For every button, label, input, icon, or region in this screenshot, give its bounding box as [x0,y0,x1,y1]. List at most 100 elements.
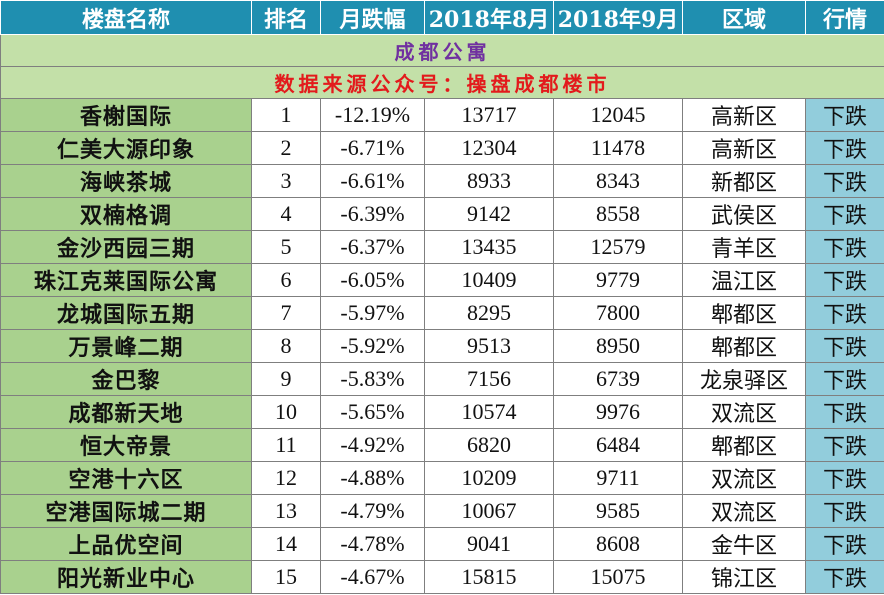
table-row: 上品优空间 14 -4.78% 9041 8608 金牛区 下跌 [0,527,884,561]
cell-sep-price: 8950 [553,329,683,363]
cell-aug-price: 9513 [424,329,554,363]
cell-name: 龙城国际五期 [0,296,252,330]
table-row: 仁美大源印象 2 -6.71% 12304 11478 高新区 下跌 [0,131,884,165]
cell-rank: 6 [251,263,321,297]
cell-rank: 11 [251,428,321,462]
source-row: 数据来源公众号：操盘成都楼市 [0,66,884,99]
table-row: 万景峰二期 8 -5.92% 9513 8950 郫都区 下跌 [0,329,884,363]
cell-name: 万景峰二期 [0,329,252,363]
cell-trend: 下跌 [805,230,884,264]
cell-sep-price: 8608 [553,527,683,561]
header-district: 区域 [682,0,806,35]
cell-district: 武侯区 [682,197,806,231]
cell-name: 海峡茶城 [0,164,252,198]
header-sep: 2018年9月 [553,0,683,35]
cell-sep-price: 12045 [553,98,683,132]
cell-district: 郫都区 [682,428,806,462]
cell-name: 成都新天地 [0,395,252,429]
cell-rank: 7 [251,296,321,330]
cell-rank: 13 [251,494,321,528]
data-source: 数据来源公众号：操盘成都楼市 [0,66,884,99]
cell-aug-price: 13717 [424,98,554,132]
cell-change: -6.71% [320,131,425,165]
cell-sep-price: 9976 [553,395,683,429]
table-row: 空港国际城二期 13 -4.79% 10067 9585 双流区 下跌 [0,494,884,528]
cell-aug-price: 7156 [424,362,554,396]
cell-change: -5.65% [320,395,425,429]
cell-name: 恒大帝景 [0,428,252,462]
header-trend: 行情 [805,0,884,35]
cell-rank: 12 [251,461,321,495]
cell-aug-price: 12304 [424,131,554,165]
cell-district: 双流区 [682,494,806,528]
cell-rank: 10 [251,395,321,429]
table-row: 双楠格调 4 -6.39% 9142 8558 武侯区 下跌 [0,197,884,231]
cell-name: 仁美大源印象 [0,131,252,165]
table-row: 阳光新业中心 15 -4.67% 15815 15075 锦江区 下跌 [0,560,884,594]
cell-change: -5.92% [320,329,425,363]
cell-district: 金牛区 [682,527,806,561]
cell-change: -5.83% [320,362,425,396]
cell-name: 空港十六区 [0,461,252,495]
table-title: 成都公寓 [0,34,884,67]
cell-aug-price: 9142 [424,197,554,231]
cell-rank: 1 [251,98,321,132]
cell-change: -6.05% [320,263,425,297]
cell-aug-price: 10209 [424,461,554,495]
table-title-text: 成都公寓 [394,40,491,64]
cell-aug-price: 10574 [424,395,554,429]
cell-rank: 15 [251,560,321,594]
cell-trend: 下跌 [805,494,884,528]
table-row: 金沙西园三期 5 -6.37% 13435 12579 青羊区 下跌 [0,230,884,264]
cell-rank: 3 [251,164,321,198]
cell-change: -6.61% [320,164,425,198]
cell-sep-price: 15075 [553,560,683,594]
cell-district: 龙泉驿区 [682,362,806,396]
cell-district: 青羊区 [682,230,806,264]
cell-sep-price: 6739 [553,362,683,396]
cell-sep-price: 6484 [553,428,683,462]
cell-district: 高新区 [682,131,806,165]
header-row: 楼盘名称 排名 月跌幅 2018年8月 2018年9月 区域 行情 [0,0,884,35]
cell-change: -4.79% [320,494,425,528]
cell-district: 新都区 [682,164,806,198]
cell-aug-price: 10409 [424,263,554,297]
cell-trend: 下跌 [805,164,884,198]
cell-rank: 2 [251,131,321,165]
cell-district: 郫都区 [682,296,806,330]
cell-trend: 下跌 [805,263,884,297]
cell-district: 双流区 [682,461,806,495]
cell-sep-price: 12579 [553,230,683,264]
cell-rank: 5 [251,230,321,264]
cell-district: 锦江区 [682,560,806,594]
cell-change: -5.97% [320,296,425,330]
cell-aug-price: 8295 [424,296,554,330]
header-aug: 2018年8月 [424,0,554,35]
cell-name: 金巴黎 [0,362,252,396]
table-row: 香榭国际 1 -12.19% 13717 12045 高新区 下跌 [0,98,884,132]
cell-name: 香榭国际 [0,98,252,132]
header-rank: 排名 [251,0,321,35]
cell-sep-price: 8343 [553,164,683,198]
cell-trend: 下跌 [805,197,884,231]
cell-name: 阳光新业中心 [0,560,252,594]
cell-rank: 9 [251,362,321,396]
table-row: 龙城国际五期 7 -5.97% 8295 7800 郫都区 下跌 [0,296,884,330]
cell-name: 珠江克莱国际公寓 [0,263,252,297]
cell-sep-price: 9711 [553,461,683,495]
cell-sep-price: 9779 [553,263,683,297]
cell-trend: 下跌 [805,362,884,396]
cell-trend: 下跌 [805,131,884,165]
cell-trend: 下跌 [805,428,884,462]
cell-change: -6.37% [320,230,425,264]
table-row: 金巴黎 9 -5.83% 7156 6739 龙泉驿区 下跌 [0,362,884,396]
title-row: 成都公寓 [0,34,884,67]
cell-change: -4.67% [320,560,425,594]
cell-district: 高新区 [682,98,806,132]
cell-rank: 8 [251,329,321,363]
cell-rank: 14 [251,527,321,561]
cell-change: -12.19% [320,98,425,132]
cell-change: -4.88% [320,461,425,495]
header-name: 楼盘名称 [0,0,252,35]
cell-aug-price: 9041 [424,527,554,561]
